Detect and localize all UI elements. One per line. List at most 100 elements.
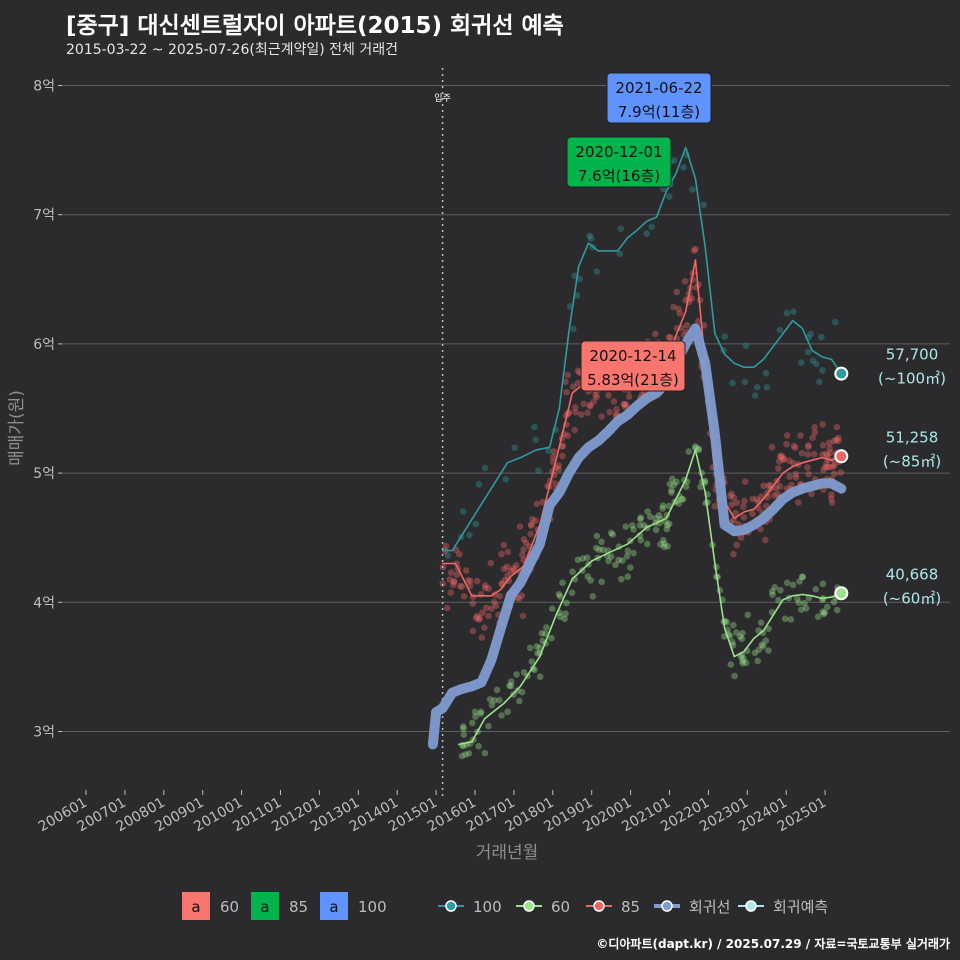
source-caption: ©디아파트(dapt.kr) / 2025.07.29 / 자료=국토교통부 실… [596, 937, 950, 951]
deal-point [802, 605, 810, 612]
deal-point [749, 510, 756, 518]
deal-point [742, 478, 749, 486]
deal-point [584, 409, 591, 417]
deal-point [733, 499, 740, 507]
deal-point [442, 542, 450, 550]
deal-point [670, 481, 678, 489]
deal-point [587, 403, 594, 410]
deal-point [690, 247, 698, 254]
deal-point [824, 452, 831, 460]
deal-point [795, 599, 803, 606]
deal-point [562, 610, 569, 617]
deal-point [835, 434, 842, 442]
deal-point [652, 330, 659, 338]
forecast-area: (~85㎡) [883, 452, 941, 470]
legend-label: 60 [220, 898, 239, 916]
deal-point [477, 708, 485, 716]
y-tick-label: 3억 [33, 725, 55, 741]
deal-point [612, 561, 619, 569]
deal-point [739, 503, 747, 511]
move-in-label: 입주 [434, 92, 451, 104]
deal-point [796, 578, 803, 585]
deal-point [609, 531, 616, 538]
deal-point [727, 661, 735, 668]
deal-point [574, 556, 582, 564]
deal-point [485, 612, 492, 620]
deal-point [475, 742, 482, 750]
deal-point [621, 403, 629, 411]
deal-point [805, 470, 812, 478]
deal-point [814, 613, 822, 620]
deal-point [680, 164, 687, 171]
deal-point [780, 456, 787, 464]
deal-point [655, 512, 663, 519]
deal-point [496, 696, 503, 704]
deal-point [467, 577, 474, 585]
deal-point [471, 708, 479, 716]
deal-point [617, 225, 624, 232]
deal-point [477, 591, 485, 598]
legend-label: 100 [358, 898, 387, 916]
deal-point [778, 454, 785, 461]
deal-point [624, 573, 632, 580]
deal-point [636, 522, 644, 529]
deal-point [522, 539, 530, 547]
legend-dot [745, 900, 757, 912]
deal-point [516, 523, 524, 530]
deal-point [816, 378, 823, 386]
deal-point [811, 429, 819, 436]
deal-point [765, 625, 772, 632]
deal-point [730, 621, 737, 629]
deal-point [498, 550, 505, 558]
deal-point [458, 583, 466, 590]
deal-point [504, 548, 512, 556]
deal-point [481, 749, 489, 757]
deal-point [605, 392, 612, 399]
deal-point [487, 559, 495, 567]
deal-point [741, 497, 748, 505]
deal-point [610, 398, 618, 405]
forecast-points: 57,700 (~100㎡) 51,258 (~85㎡) 40,668 (~60㎡) [834, 346, 946, 607]
deal-point [667, 334, 674, 341]
chart-title: [중구] 대신센트럴자이 아파트(2015) 회귀선 예측 [66, 13, 564, 39]
forecast-value: 40,668 [886, 565, 939, 583]
deal-point [772, 484, 780, 492]
deal-point [744, 611, 752, 619]
deal-point [460, 725, 467, 732]
deal-point [491, 697, 498, 704]
annotation-box [566, 136, 672, 188]
deal-point [516, 697, 523, 705]
deal-point [605, 557, 612, 565]
annotation-value: 7.9억(11층) [618, 103, 700, 121]
legend-label: 회귀예측 [773, 898, 828, 916]
deal-point [728, 490, 735, 498]
deal-point [664, 521, 671, 529]
deal-point [592, 392, 599, 399]
deal-point [762, 370, 770, 377]
deal-point [630, 526, 637, 533]
trend-line [427, 323, 847, 750]
deal-point [564, 371, 571, 379]
deal-point [780, 455, 788, 462]
deal-point [456, 550, 463, 558]
deal-point [781, 615, 789, 623]
deal-point [685, 448, 693, 455]
deal-point [481, 624, 488, 631]
deal-point [742, 342, 750, 350]
deal-point [481, 584, 489, 592]
deal-point [485, 722, 492, 730]
deal-point [798, 359, 805, 366]
legend-swatch [182, 892, 210, 920]
deal-point [531, 423, 538, 431]
deal-point [580, 400, 587, 408]
deal-point [446, 576, 454, 583]
forecast-dot [834, 366, 849, 381]
legend-dot [523, 900, 535, 912]
deal-point [675, 500, 683, 507]
deal-point [479, 609, 486, 617]
deal-point [821, 609, 829, 616]
deal-point [507, 567, 514, 575]
deal-point [818, 333, 825, 341]
deal-point [765, 647, 772, 654]
deal-point [790, 308, 797, 316]
